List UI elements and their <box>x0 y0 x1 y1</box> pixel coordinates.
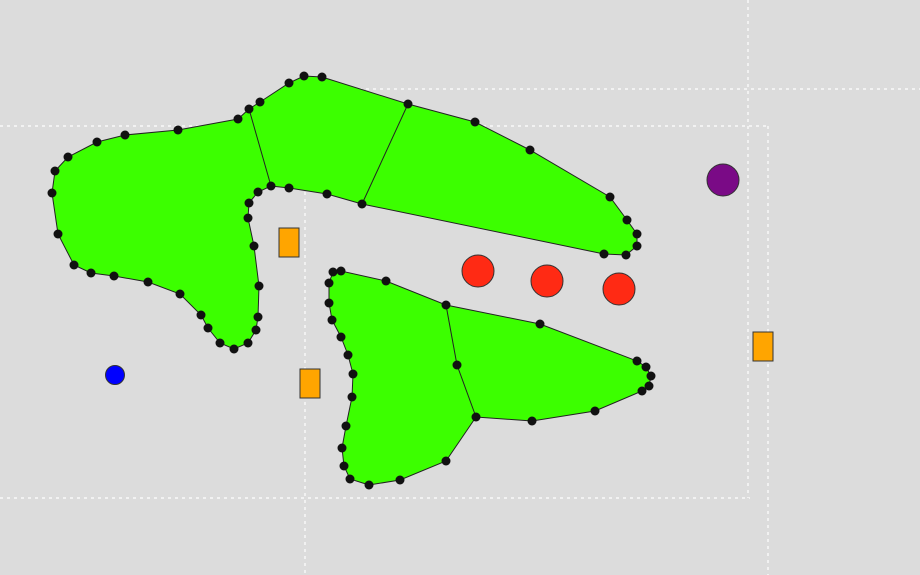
vertex[interactable] <box>327 315 337 325</box>
vertex[interactable] <box>249 241 259 251</box>
vertex[interactable] <box>143 277 153 287</box>
red-token[interactable] <box>530 264 564 298</box>
vertex[interactable] <box>641 362 651 372</box>
lower-region-vertices <box>324 266 656 490</box>
vertex[interactable] <box>233 114 243 124</box>
vertex[interactable] <box>63 152 73 162</box>
vertex[interactable] <box>527 416 537 426</box>
vertex[interactable] <box>255 97 265 107</box>
vertex[interactable] <box>343 350 353 360</box>
vertex[interactable] <box>253 187 263 197</box>
lower-region-cell-divider-1 <box>445 304 458 366</box>
upper-region-vertices <box>47 71 642 354</box>
vertex[interactable] <box>644 381 654 391</box>
purple-token[interactable] <box>706 163 740 197</box>
blue-token[interactable] <box>105 365 125 385</box>
vertex[interactable] <box>339 461 349 471</box>
vertex[interactable] <box>253 312 263 322</box>
lower-region-cell-divider-2 <box>456 364 477 418</box>
vertex[interactable] <box>632 229 642 239</box>
vertex[interactable] <box>53 229 63 239</box>
vertex[interactable] <box>637 386 647 396</box>
vertex[interactable] <box>328 267 338 277</box>
vertex[interactable] <box>254 281 264 291</box>
lower-region[interactable] <box>328 270 652 486</box>
vertex[interactable] <box>621 250 631 260</box>
vertex[interactable] <box>69 260 79 270</box>
vertex[interactable] <box>196 310 206 320</box>
vertex[interactable] <box>381 276 391 286</box>
vertex[interactable] <box>357 199 367 209</box>
vertex[interactable] <box>599 249 609 259</box>
red-tokens <box>461 254 636 306</box>
vertex[interactable] <box>535 319 545 329</box>
vertex[interactable] <box>317 72 327 82</box>
vertex[interactable] <box>324 278 334 288</box>
vertex[interactable] <box>243 213 253 223</box>
vertex[interactable] <box>403 99 413 109</box>
vertex[interactable] <box>441 300 451 310</box>
orange-token[interactable] <box>278 227 300 258</box>
vertex[interactable] <box>251 325 261 335</box>
vertex[interactable] <box>92 137 102 147</box>
lower-region-shape[interactable] <box>328 270 652 486</box>
vertex[interactable] <box>341 421 351 431</box>
orange-token[interactable] <box>752 331 774 362</box>
vertex[interactable] <box>215 338 225 348</box>
vertex[interactable] <box>244 104 254 114</box>
vertex[interactable] <box>347 392 357 402</box>
vertex[interactable] <box>175 289 185 299</box>
upper-region-cell-divider-1 <box>248 108 272 187</box>
vertex[interactable] <box>605 192 615 202</box>
vertex[interactable] <box>336 332 346 342</box>
vertex[interactable] <box>632 241 642 251</box>
red-token[interactable] <box>602 272 636 306</box>
vertex[interactable] <box>324 298 334 308</box>
vertex[interactable] <box>109 271 119 281</box>
vertex[interactable] <box>364 480 374 490</box>
vertex[interactable] <box>50 166 60 176</box>
vertex[interactable] <box>471 412 481 422</box>
vertex[interactable] <box>299 71 309 81</box>
vertex[interactable] <box>452 360 462 370</box>
vertex[interactable] <box>284 78 294 88</box>
vertex[interactable] <box>244 198 254 208</box>
vertex[interactable] <box>590 406 600 416</box>
vertex[interactable] <box>395 475 405 485</box>
vertex[interactable] <box>345 474 355 484</box>
vertex[interactable] <box>646 371 656 381</box>
vertex[interactable] <box>173 125 183 135</box>
vertex[interactable] <box>120 130 130 140</box>
vertex[interactable] <box>86 268 96 278</box>
vertex[interactable] <box>525 145 535 155</box>
vertex[interactable] <box>243 338 253 348</box>
vertex[interactable] <box>622 215 632 225</box>
vertex[interactable] <box>47 188 57 198</box>
vertex[interactable] <box>470 117 480 127</box>
vertex[interactable] <box>229 344 239 354</box>
vertex[interactable] <box>336 266 346 276</box>
vertex[interactable] <box>203 323 213 333</box>
red-token[interactable] <box>461 254 495 288</box>
vertex[interactable] <box>284 183 294 193</box>
vertex[interactable] <box>348 369 358 379</box>
upper-region-cell-divider-2 <box>361 103 409 205</box>
vertex[interactable] <box>441 456 451 466</box>
orange-token[interactable] <box>299 368 321 399</box>
vertex[interactable] <box>337 443 347 453</box>
vertex[interactable] <box>322 189 332 199</box>
vertex[interactable] <box>266 181 276 191</box>
orange-tokens <box>278 227 774 399</box>
vertex[interactable] <box>632 356 642 366</box>
